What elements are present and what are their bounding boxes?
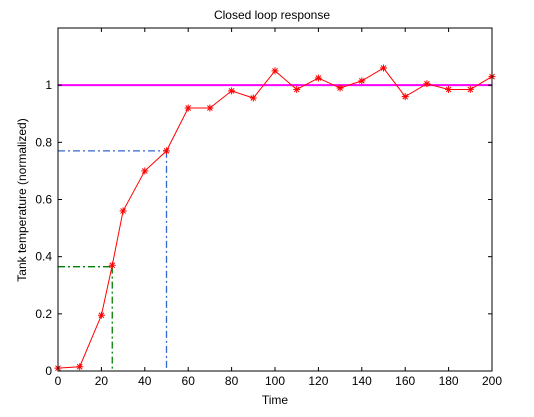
data-point-marker	[184, 104, 192, 112]
x-tick-label: 180	[439, 374, 459, 388]
x-axis: 0 20 40 60 80 100 120 140 160 180 200	[55, 28, 502, 388]
data-point-marker	[466, 85, 474, 93]
data-point-marker	[228, 87, 236, 95]
y-axis: 0 0.2 0.4 0.6 0.8 1	[35, 78, 492, 378]
data-point-marker	[314, 74, 322, 82]
data-point-marker	[423, 80, 431, 88]
x-tick-label: 200	[482, 374, 502, 388]
x-tick-label: 40	[138, 374, 152, 388]
y-tick-label: 0	[45, 364, 52, 378]
y-tick-label: 0.6	[35, 193, 52, 207]
data-point-marker	[401, 93, 409, 101]
x-tick-label: 100	[265, 374, 285, 388]
chart-title: Closed loop response	[214, 8, 330, 22]
data-point-marker	[206, 104, 214, 112]
y-tick-label: 0.8	[35, 135, 52, 149]
data-point-marker	[293, 85, 301, 93]
data-point-marker	[76, 363, 84, 371]
data-point-marker	[249, 94, 257, 102]
data-point-marker	[271, 67, 279, 75]
x-axis-label: Time	[262, 393, 289, 407]
data-point-marker	[336, 84, 344, 92]
series-layer	[54, 64, 496, 372]
x-tick-label: 140	[352, 374, 372, 388]
x-tick-label: 120	[308, 374, 328, 388]
x-tick-label: 160	[395, 374, 415, 388]
data-point-marker	[108, 261, 116, 269]
data-point-marker	[445, 85, 453, 93]
y-tick-label: 0.2	[35, 307, 52, 321]
plot-area	[58, 28, 492, 371]
data-point-marker	[119, 207, 127, 215]
data-point-marker	[358, 77, 366, 85]
data-point-marker	[97, 311, 105, 319]
data-point-marker	[141, 167, 149, 175]
x-tick-label: 0	[55, 374, 62, 388]
x-tick-label: 80	[225, 374, 239, 388]
data-point-marker	[163, 147, 170, 155]
y-tick-label: 1	[45, 78, 52, 92]
y-axis-label: Tank temperature (normalized)	[15, 118, 29, 281]
data-point-marker	[380, 64, 387, 72]
x-tick-label: 60	[182, 374, 196, 388]
y-tick-label: 0.4	[35, 250, 52, 264]
guides-layer	[58, 150, 168, 371]
series-line	[57, 67, 493, 369]
x-tick-label: 20	[95, 374, 109, 388]
